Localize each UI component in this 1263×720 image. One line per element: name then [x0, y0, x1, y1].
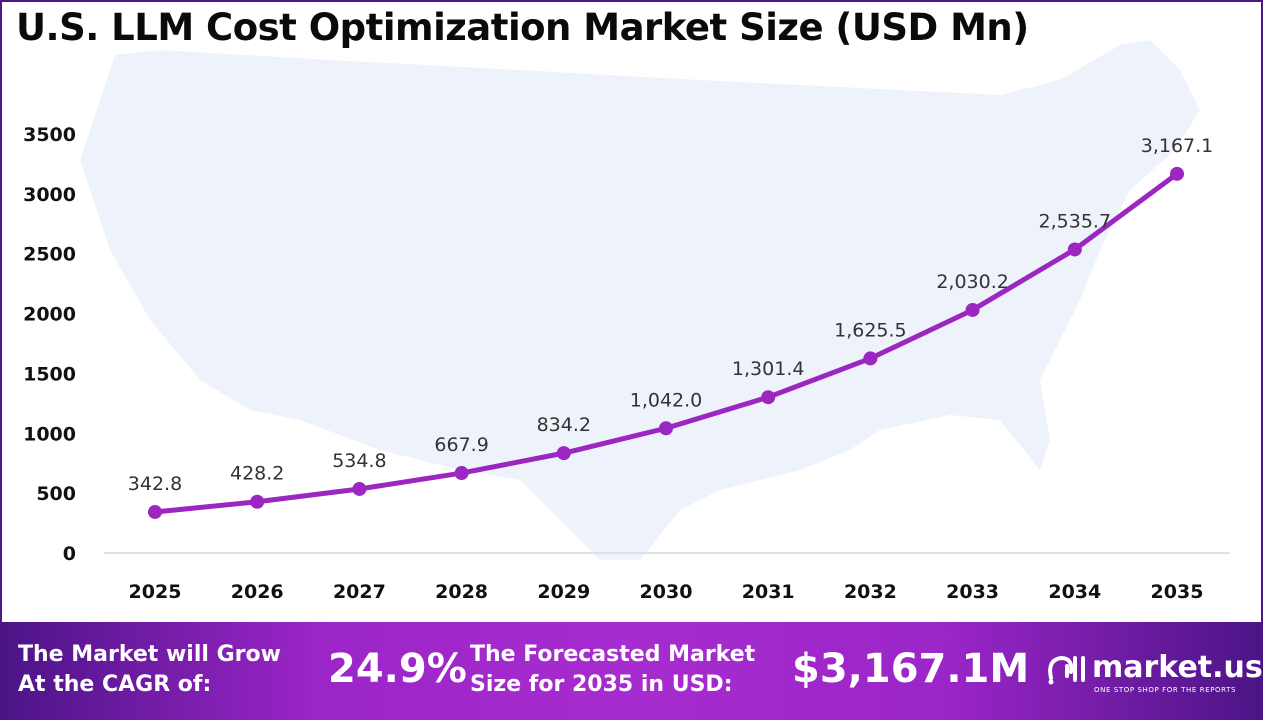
- data-label: 834.2: [537, 414, 591, 436]
- x-tick-label: 2035: [1151, 581, 1204, 603]
- data-point: [556, 446, 571, 461]
- data-label: 1,301.4: [732, 358, 805, 380]
- us-map-silhouette: [80, 40, 1200, 560]
- x-tick-label: 2027: [333, 581, 386, 603]
- forecast-label-line2: Size for 2035 in USD:: [470, 672, 733, 697]
- x-tick-label: 2033: [946, 581, 999, 603]
- y-tick-label: 2500: [23, 244, 76, 266]
- data-point: [659, 421, 673, 436]
- forecast-value: $3,167.1M: [792, 646, 1030, 692]
- forecast-label-line1: The Forecasted Market: [470, 642, 756, 667]
- y-tick-label: 3000: [23, 184, 76, 206]
- cagr-label-line2: At the CAGR of:: [18, 672, 212, 697]
- y-tick-label: 500: [36, 483, 76, 505]
- cagr-value: 24.9%: [328, 646, 467, 692]
- data-label: 534.8: [332, 450, 386, 472]
- x-tick-label: 2025: [129, 581, 182, 603]
- market-us-logo-icon: [1048, 655, 1085, 685]
- brand-name: market.us: [1092, 650, 1263, 685]
- x-tick-label: 2028: [435, 581, 488, 603]
- data-label: 1,042.0: [630, 389, 703, 411]
- y-tick-label: 3500: [23, 124, 76, 146]
- brand-tagline: ONE STOP SHOP FOR THE REPORTS: [1094, 686, 1237, 694]
- data-point: [352, 481, 367, 496]
- data-point: [1170, 166, 1184, 181]
- x-tick-label: 2030: [640, 581, 693, 603]
- summary-banner: The Market will Grow At the CAGR of: 24.…: [0, 622, 1263, 720]
- forecast-label: The Forecasted Market Size for 2035 in U…: [470, 640, 755, 700]
- x-tick-label: 2034: [1048, 581, 1101, 603]
- data-point: [1067, 242, 1082, 257]
- data-point: [454, 466, 469, 481]
- data-label: 2,030.2: [936, 271, 1009, 293]
- data-point: [250, 494, 265, 509]
- data-label: 342.8: [128, 473, 182, 495]
- line-chart: 0 500 1000 1500 2000 2500 3000 3500 2025 2026 2027…: [23, 40, 1230, 603]
- x-tick-label: 2032: [844, 581, 897, 603]
- data-point: [148, 504, 162, 519]
- y-tick-label: 2000: [23, 304, 76, 326]
- x-tick-label: 2031: [742, 581, 795, 603]
- data-label: 1,625.5: [834, 319, 907, 341]
- cagr-label: The Market will Grow At the CAGR of:: [18, 640, 281, 700]
- x-tick-label: 2029: [537, 581, 590, 603]
- data-label: 428.2: [230, 463, 284, 485]
- y-tick-label: 1500: [23, 363, 76, 385]
- chart-title: U.S. LLM Cost Optimization Market Size (…: [16, 6, 1029, 49]
- data-label: 2,535.7: [1039, 210, 1112, 232]
- y-tick-label: 0: [63, 543, 76, 565]
- data-label: 667.9: [434, 434, 488, 456]
- cagr-label-line1: The Market will Grow: [18, 642, 281, 667]
- y-tick-label: 1000: [23, 423, 76, 445]
- data-point: [965, 302, 980, 317]
- data-label: 3,167.1: [1141, 135, 1214, 157]
- data-point: [863, 351, 878, 366]
- x-tick-label: 2026: [231, 581, 284, 603]
- data-point: [761, 390, 776, 405]
